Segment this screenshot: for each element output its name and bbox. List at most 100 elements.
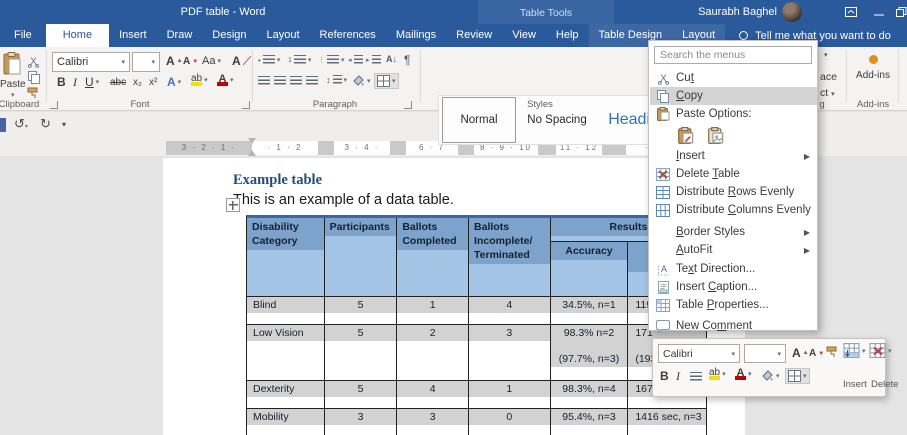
tab-draw[interactable]: Draw [166,29,193,41]
format-painter-button[interactable] [27,87,40,99]
font-size-combo[interactable]: ▾ [132,52,160,72]
paste-keep-source-formatting-button[interactable] [676,125,696,145]
menu-item-autofit[interactable]: AutoFit ▶ [676,244,810,256]
mini-highlight-button[interactable]: ab ▾ [709,367,726,380]
document-intro-paragraph[interactable]: This is an example of a data table. [233,192,454,208]
tab-review[interactable]: Review [456,29,493,41]
shrink-font-button[interactable]: A ▼ [183,56,199,67]
sort-button[interactable]: A↓ [386,54,397,64]
header-cell-incomplete[interactable]: Ballots Incomplete/ Terminated [468,218,550,296]
multilevel-list-button[interactable]: ⋮ ▾ [318,55,345,65]
show-paragraph-marks-button[interactable]: ¶ [404,53,411,67]
table-row[interactable]: Low Vision 5 2 3 98.3% n=2 (97.7%, n=3) 1… [247,324,706,380]
font-name-combo[interactable]: Calibri ▾ [52,52,130,72]
bold-button[interactable]: B [57,75,66,89]
font-color-button[interactable]: A ▾ [217,73,234,86]
undo-button[interactable]: ↺▾ [14,116,28,131]
shading-button[interactable]: ▾ [352,75,371,86]
text-effects-button[interactable]: A ▾ [167,75,182,89]
header-cell-accuracy[interactable]: Accuracy [550,242,629,296]
align-center-button[interactable] [274,76,286,86]
copy-button[interactable] [28,71,40,84]
strikethrough-button[interactable]: abc [110,77,127,88]
style-tile-no-spacing[interactable]: No Spacing [520,97,594,143]
header-cell-completed[interactable]: Ballots Completed [396,218,469,296]
superscript-button[interactable]: x² [149,77,158,88]
numbering-button[interactable]: 1 ▾ [288,55,312,65]
table-move-handle-icon[interactable] [226,198,240,212]
tab-design[interactable]: Design [212,29,247,41]
minimize-button[interactable] [866,4,892,20]
menu-search-input[interactable] [654,46,812,64]
menu-item-text-direction[interactable]: A Text Direction... [650,260,817,278]
mini-bold-button[interactable]: B [660,369,669,383]
replace-label-fragment[interactable]: ace [820,71,837,83]
customize-qat-button[interactable]: ▾ [62,120,67,129]
tab-table-design[interactable]: Table Design [598,29,663,41]
add-ins-button[interactable]: Add-ins [852,55,894,81]
tab-file[interactable]: File [14,29,32,41]
line-spacing-button[interactable]: ↕ ▾ [326,75,348,85]
borders-button[interactable]: ▾ [374,73,399,89]
cut-button[interactable] [27,55,40,68]
align-right-button[interactable] [290,76,302,86]
account-name[interactable]: Saurabh Baghel [698,6,777,18]
header-cell-participants[interactable]: Participants [323,218,397,296]
document-heading[interactable]: Example table [233,172,323,188]
italic-button[interactable]: I [73,75,77,89]
style-tile-normal[interactable]: Normal [442,97,516,143]
mini-align-button[interactable] [690,372,702,382]
text-highlight-button[interactable]: ab ▾ [191,73,208,86]
table-row[interactable]: Blind 5 1 4 34.5%, n=1 119 [247,296,706,324]
change-case-button[interactable]: Aa ▾ [202,55,221,67]
tab-layout[interactable]: Layout [266,29,300,41]
menu-item-delete-table[interactable]: Delete Table [650,165,817,183]
mini-font-size-combo[interactable]: ▾ [744,344,786,363]
paste-picture-button[interactable] [706,125,726,145]
tell-me-box[interactable]: Tell me what you want to do [725,24,891,47]
mini-font-color-button[interactable]: A ▾ [735,367,752,380]
header-cell-category[interactable]: Disability Category [247,218,324,296]
menu-item-copy[interactable]: Copy [650,87,817,105]
ruler-column-marker[interactable] [318,141,334,155]
justify-button[interactable] [306,76,318,86]
underline-button[interactable]: U ▾ [85,75,100,89]
tab-table-layout[interactable]: Layout [682,29,716,41]
touch-mode-icon[interactable] [0,118,6,132]
align-left-button[interactable] [258,76,270,86]
decrease-indent-button[interactable]: ◂ [348,55,363,65]
paste-button[interactable]: Paste ▾ [0,52,26,99]
clipboard-dialog-launcher[interactable] [50,101,58,109]
mini-borders-button[interactable]: ▾ [785,368,810,384]
menu-item-cut[interactable]: Cut [650,69,817,87]
tab-view[interactable]: View [512,29,536,41]
mini-format-painter-button[interactable] [826,346,839,358]
first-line-indent-marker[interactable] [248,138,256,144]
tab-mailings[interactable]: Mailings [395,29,437,41]
menu-item-distribute-rows[interactable]: Distribute Rows Evenly [650,183,817,201]
tab-home[interactable]: Home [45,24,110,47]
hanging-indent-marker[interactable] [248,150,256,156]
menu-item-insert-caption[interactable]: Insert Caption... [650,278,817,296]
font-dialog-launcher[interactable] [242,101,250,109]
menu-item-insert[interactable]: Insert ▶ [676,150,810,162]
tab-help[interactable]: Help [555,29,579,41]
find-dropdown-caret[interactable]: ▾ [824,52,828,59]
table-row[interactable]: Dexterity 5 4 1 98.3%, n=4 1672 [247,380,706,408]
mini-italic-button[interactable]: I [676,369,680,383]
grow-font-button[interactable]: A ▲ [166,54,183,68]
mini-shrink-font-button[interactable]: A ▼ [809,348,825,359]
mini-grow-font-button[interactable]: A ▲ [792,346,809,360]
menu-item-new-comment[interactable]: New Comment [650,317,817,335]
mini-insert-table-button[interactable]: ▾ [843,343,866,358]
clear-formatting-button[interactable]: A [232,54,251,68]
select-label-fragment[interactable]: ct ▾ [820,87,835,99]
redo-button[interactable]: ↻ [40,116,51,131]
table-row[interactable]: Mobility 3 3 0 95.4%, n=3 1416 sec, n=3 [247,408,706,435]
mini-font-name-combo[interactable]: Calibri ▾ [658,344,740,363]
mini-shading-button[interactable]: ▾ [761,370,780,381]
mini-delete-table-button[interactable]: ▾ [869,343,892,358]
bullets-button[interactable]: • ▾ [258,55,281,65]
menu-item-distribute-columns[interactable]: Distribute Columns Evenly [650,201,817,219]
menu-item-border-styles[interactable]: Border Styles ▶ [676,226,810,238]
